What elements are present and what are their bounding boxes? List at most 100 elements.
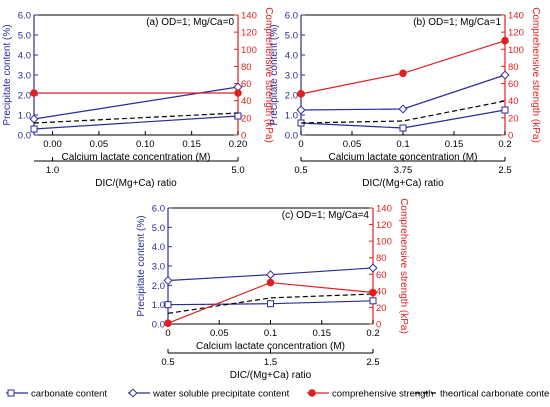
legend-label-theoretical: theortical carbonate content — [440, 389, 550, 400]
left-y-tick-label: 4.0 — [152, 242, 165, 253]
left-y-tick-label: 2.0 — [285, 91, 298, 102]
data-point-water_soluble — [368, 263, 378, 273]
right-y-tick-label: 120 — [376, 220, 392, 231]
data-point-strength — [369, 288, 377, 297]
left-y-tick-label: 1.0 — [18, 111, 31, 122]
secondary-x-tick-label: 5.0 — [231, 165, 244, 176]
panel-title: (b) OD=1; Mg/Ca=1 — [413, 17, 501, 28]
x-tick-label: 0.10 — [136, 139, 155, 150]
data-point-carbonate — [267, 300, 274, 308]
secondary-x-axis-title: DIC/(Mg+Ca) ratio — [230, 370, 312, 381]
legend-marker-carbonate — [7, 389, 15, 397]
panel-title: (a) OD=1; Mg/Ca=0 — [146, 17, 234, 28]
right-y-tick-label: 40 — [241, 96, 252, 107]
right-y-tick-label: 100 — [508, 45, 524, 56]
left-y-tick-label: 4.0 — [285, 51, 298, 62]
data-point-carbonate — [30, 125, 38, 133]
data-point-strength — [234, 89, 242, 97]
data-point-carbonate — [369, 297, 377, 305]
secondary-x-tick-label: 3.75 — [394, 165, 413, 176]
secondary-x-tick-label: 0.5 — [294, 165, 307, 176]
series-line-carbonate — [33, 115, 239, 130]
secondary-x-tick-label: 2.5 — [498, 165, 511, 176]
legend-marker-water_soluble — [128, 388, 138, 398]
right-y-tick-label: 60 — [376, 270, 387, 281]
legend-label-strength: comprehensive strength — [332, 389, 433, 400]
left-y-tick-label: 3.0 — [285, 71, 298, 82]
right-y-tick-label: 120 — [508, 28, 524, 39]
data-point-carbonate — [501, 106, 509, 114]
right-y-tick-label: 60 — [241, 79, 252, 90]
data-point-strength — [164, 319, 172, 327]
data-point-water_soluble — [163, 275, 173, 286]
x-tick-label: 0 — [165, 328, 170, 339]
x-tick-label: 0 — [298, 139, 303, 150]
chart-panel-b: (b) OD=1; Mg/Ca=1 0.0 1.0 2.0 3.0 4.0 5.0 6.0 0 2… — [269, 7, 541, 189]
x-tick-label: 0.1 — [396, 139, 409, 150]
left-y-tick-label: 3.0 — [18, 71, 31, 82]
secondary-x-axis-title: DIC/(Mg+Ca) ratio — [362, 178, 444, 189]
data-point-water_soluble — [29, 114, 39, 124]
right-y-tick-label: 100 — [241, 45, 257, 56]
right-y-tick-label: 140 — [241, 11, 257, 22]
data-point-strength — [399, 69, 407, 78]
right-y-tick-label: 0 — [376, 320, 381, 331]
legend-marker-strength — [308, 389, 316, 397]
secondary-x-tick-label: 1.0 — [46, 165, 59, 176]
right-y-tick-label: 80 — [241, 62, 252, 73]
series-line-strength — [300, 40, 506, 95]
x-tick-label: 0.15 — [182, 139, 201, 150]
left-y-tick-label: 3.0 — [152, 262, 165, 273]
x-axis-title: Calcium lactate concentration (M) — [196, 341, 345, 352]
chart-panel-c: (c) OD=1; Mg/Ca=4 0.0 1.0 2.0 3.0 4.0 5.0 6.0 0 2… — [136, 198, 409, 381]
series-line-theoretical — [167, 293, 374, 314]
legend-label-water_soluble: water soluble precipitate content — [152, 389, 290, 400]
right-y-tick-label: 80 — [376, 253, 387, 264]
right-y-axis-title: Comprehensive strength (kPa) — [263, 7, 274, 143]
data-point-water_soluble — [398, 104, 408, 114]
left-y-tick-label: 0.0 — [18, 131, 31, 142]
data-point-strength — [266, 278, 275, 287]
right-y-tick-label: 40 — [376, 286, 387, 297]
secondary-x-tick-label: 0.5 — [161, 357, 174, 368]
x-tick-label: 0.20 — [229, 139, 248, 150]
right-y-axis-title: Comprehensive strength (kPa) — [530, 7, 541, 143]
right-y-tick-label: 140 — [376, 204, 392, 215]
data-point-carbonate — [164, 301, 172, 309]
left-y-tick-label: 1.0 — [285, 111, 298, 122]
left-y-tick-label: 5.0 — [18, 31, 31, 42]
right-y-tick-label: 0 — [241, 131, 246, 142]
panel-title: (c) OD=1; Mg/Ca=4 — [282, 210, 370, 221]
data-point-strength — [501, 36, 509, 45]
data-point-strength — [30, 89, 38, 97]
x-tick-label: 0.15 — [445, 139, 464, 150]
data-point-water_soluble — [296, 105, 306, 115]
x-tick-label: 0.2 — [498, 139, 511, 150]
left-y-tick-label: 0.0 — [152, 320, 165, 331]
left-y-axis-title: Precipitate content (%) — [136, 215, 147, 316]
left-y-tick-label: 2.0 — [18, 91, 31, 102]
left-y-axis-title: Precipitate content (%) — [269, 24, 280, 125]
left-y-tick-label: 4.0 — [18, 51, 31, 62]
right-y-tick-label: 20 — [241, 113, 252, 124]
data-point-strength — [297, 90, 305, 98]
secondary-x-tick-label: 1.5 — [264, 357, 277, 368]
right-y-tick-label: 140 — [508, 11, 524, 22]
secondary-x-tick-label: 2.5 — [366, 357, 379, 368]
x-tick-label: 0.05 — [343, 139, 362, 150]
series-line-water_soluble — [33, 86, 239, 120]
right-y-tick-label: 60 — [508, 79, 519, 90]
secondary-x-axis-title: DIC/(Mg+Ca) ratio — [95, 178, 177, 189]
right-y-tick-label: 20 — [508, 113, 519, 124]
x-tick-label: 0.1 — [264, 328, 277, 339]
data-point-carbonate — [399, 124, 407, 132]
left-y-tick-label: 5.0 — [285, 31, 298, 42]
data-point-water_soluble — [265, 270, 276, 280]
right-y-tick-label: 100 — [376, 237, 392, 248]
right-y-tick-label: 40 — [508, 96, 519, 107]
chart-panel-a: (a) OD=1; Mg/Ca=0 0.0 1.0 2.0 3.0 4.0 5.0 6.0 0 2… — [2, 7, 274, 189]
data-point-carbonate — [234, 112, 242, 120]
left-y-tick-label: 2.0 — [152, 281, 165, 292]
data-point-water_soluble — [500, 70, 510, 80]
